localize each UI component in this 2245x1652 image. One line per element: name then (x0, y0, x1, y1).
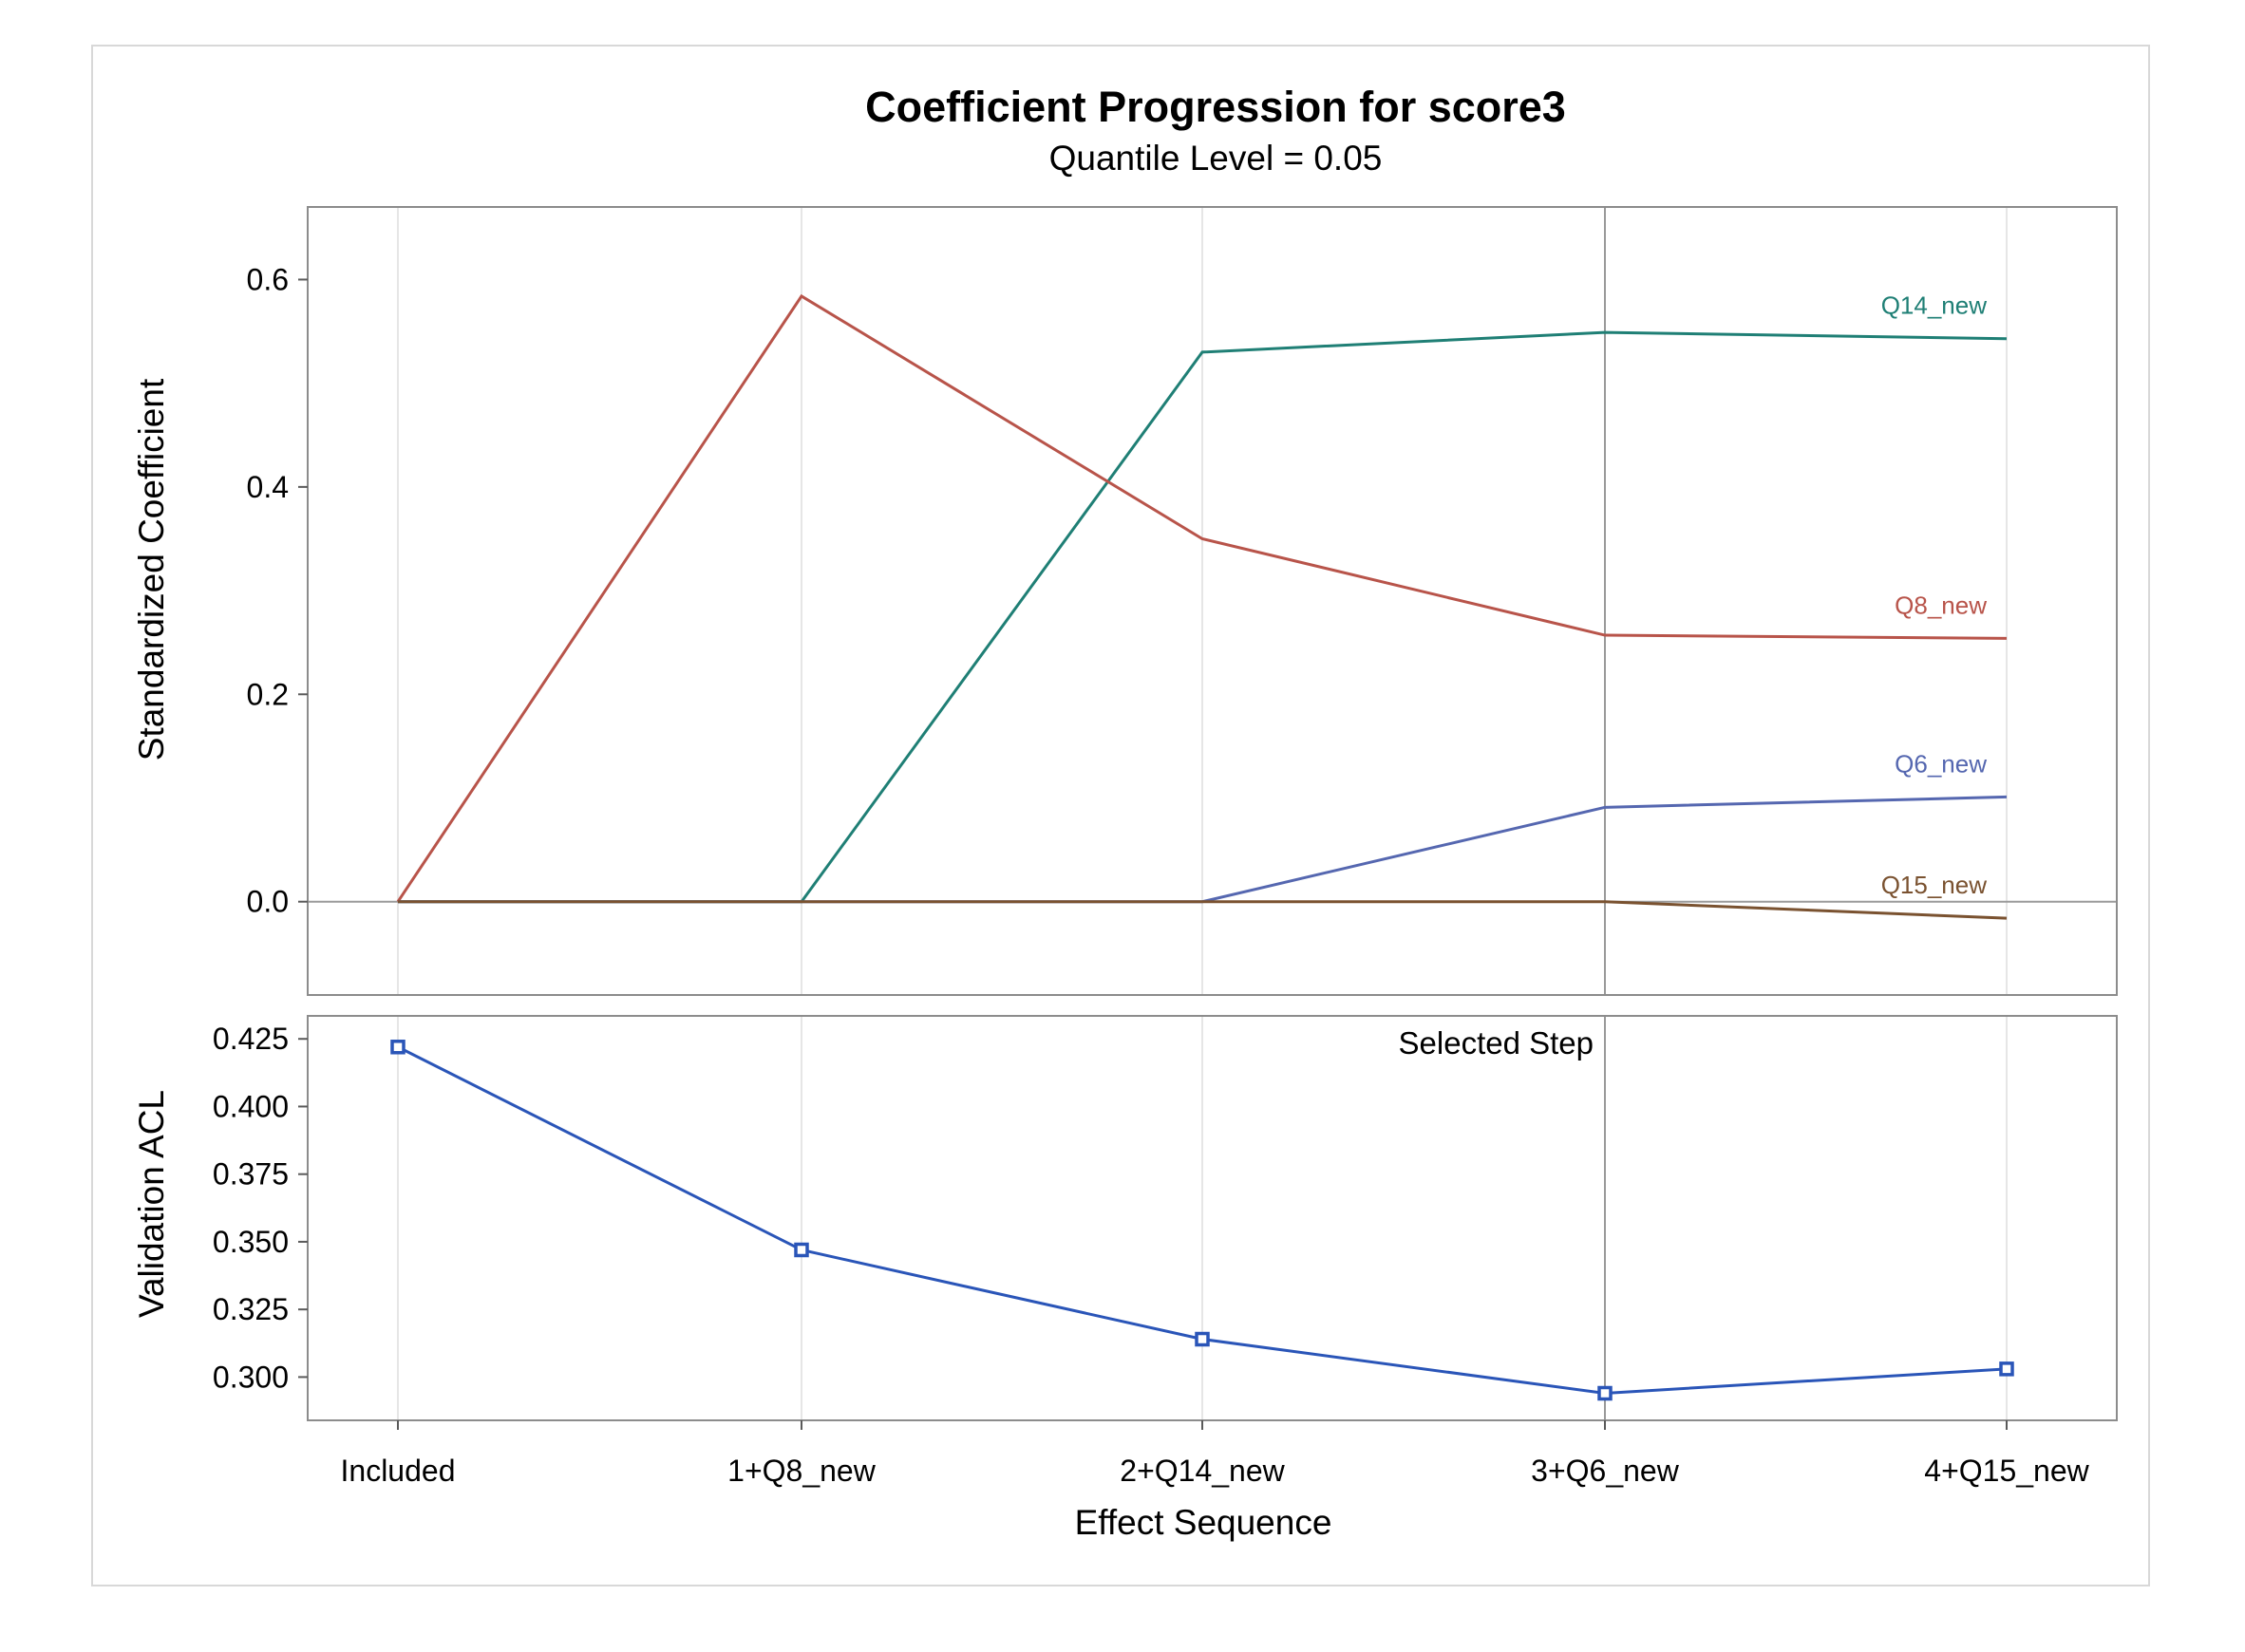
x-tick-label-0: Included (341, 1454, 456, 1488)
acl-point-3 (1597, 1385, 1613, 1401)
x-tick-label-4: 4+Q15_new (1924, 1454, 2089, 1488)
panel2-y-tick-label-1: 0.325 (213, 1292, 289, 1326)
acl-point-4 (1999, 1361, 2014, 1377)
x-tick-label-3: 3+Q6_new (1531, 1454, 1680, 1488)
panel1-y-tick-label-2: 0.4 (247, 470, 289, 504)
series-label-Q6_new: Q6_new (1895, 749, 1987, 778)
x-tick-label-1: 1+Q8_new (727, 1454, 877, 1488)
chart-subtitle: Quantile Level = 0.05 (1049, 139, 1383, 178)
acl-point-0 (390, 1040, 406, 1055)
panel1-frame (307, 206, 2118, 996)
selected-step-annotation: Selected Step (1399, 1025, 1594, 1061)
chart-title: Coefficient Progression for score3 (865, 83, 1566, 131)
series-label-Q14_new: Q14_new (1881, 291, 1988, 320)
x-tick-label-2: 2+Q14_new (1120, 1454, 1285, 1488)
acl-point-2 (1195, 1331, 1210, 1347)
panel1-y-tick-label-3: 0.6 (247, 262, 289, 296)
acl-point-1 (794, 1242, 809, 1258)
panel2-y-tick-label-4: 0.400 (213, 1089, 289, 1123)
panel2-y-tick-label-2: 0.350 (213, 1225, 289, 1259)
series-label-Q8_new: Q8_new (1895, 591, 1987, 619)
panel1-y-tick-label-0: 0.0 (247, 885, 289, 919)
panel2-y-tick-label-5: 0.425 (213, 1022, 289, 1056)
acl-panel-y-axis-label: Validation ACL (132, 1090, 171, 1318)
panel2-frame (307, 1015, 2118, 1421)
x-axis-label: Effect Sequence (1075, 1503, 1332, 1542)
series-label-Q15_new: Q15_new (1881, 871, 1988, 899)
panel2-y-tick-label-0: 0.300 (213, 1360, 289, 1394)
panel2-y-tick-label-3: 0.375 (213, 1157, 289, 1192)
chart-frame (91, 45, 2150, 1586)
panel1-series-line-Q8_new (396, 293, 2008, 903)
panel1-y-tick-label-1: 0.2 (247, 677, 289, 711)
coefficient-panel-y-axis-label: Standardized Coefficient (132, 378, 171, 760)
panel1-series-line-Q15_new (398, 900, 2008, 920)
